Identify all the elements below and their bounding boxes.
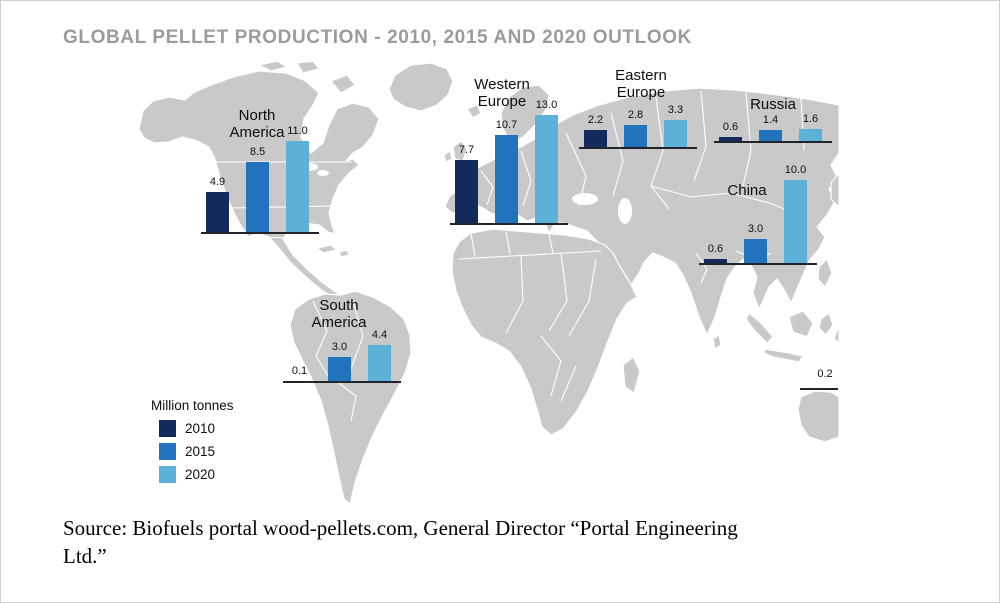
bar-value-2015-eastern-europe: 2.8 — [627, 109, 644, 121]
baseline-russia — [714, 141, 832, 143]
legend-swatch-2010 — [159, 420, 176, 437]
bar-2015-russia — [759, 130, 782, 142]
legend-label-2020: 2020 — [185, 467, 216, 482]
bar-2010-north-america — [206, 192, 229, 233]
bar-2010-western-europe — [455, 160, 478, 224]
bar-2015-western-europe — [495, 135, 518, 224]
bar-value-2010-russia: 0.6 — [722, 121, 739, 133]
bar-value-2010-western-europe: 7.7 — [458, 144, 475, 156]
legend-label-2010: 2010 — [185, 421, 216, 436]
bar-value-2015-western-europe: 10.7 — [495, 119, 518, 131]
map-annotation-label: 0.2 — [817, 368, 833, 380]
baseline-south-america — [283, 381, 401, 383]
bar-value-2010-north-america: 4.9 — [209, 176, 226, 188]
bar-value-2020-russia: 1.6 — [802, 113, 819, 125]
legend-title: Million tonnes — [151, 398, 234, 413]
bar-value-2010-eastern-europe: 2.2 — [587, 114, 604, 126]
chart-title: GLOBAL PELLET PRODUCTION - 2010, 2015 AN… — [63, 27, 692, 48]
legend-swatch-2020 — [159, 466, 176, 483]
bar-2020-north-america — [286, 141, 309, 233]
bar-2010-eastern-europe — [584, 130, 607, 148]
legend: Million tonnes 2010 2015 2020 — [151, 398, 234, 489]
map-south-america — [289, 290, 412, 505]
bar-value-2020-south-america: 4.4 — [371, 329, 388, 341]
map-greenland — [388, 62, 454, 112]
bar-value-2010-south-america: 0.1 — [291, 365, 308, 377]
source-text: Source: Biofuels portal wood-pellets.com… — [63, 514, 738, 570]
bar-value-2020-western-europe: 13.0 — [535, 99, 558, 111]
bar-2015-eastern-europe — [624, 125, 647, 148]
map-africa — [451, 228, 638, 436]
baseline-eastern-europe — [579, 147, 697, 149]
bar-value-2020-north-america: 11.0 — [287, 125, 308, 137]
bar-2010-china — [704, 259, 727, 264]
bar-2015-china — [744, 239, 767, 264]
source-line-1: Source: Biofuels portal wood-pellets.com… — [63, 516, 738, 540]
bar-2020-western-europe — [535, 115, 558, 224]
map-australia — [797, 390, 840, 443]
bar-value-2020-china: 10.0 — [784, 164, 807, 176]
bar-value-2015-russia: 1.4 — [762, 114, 779, 126]
source-line-2: Ltd.” — [63, 544, 107, 568]
legend-item-2010: 2010 — [159, 420, 234, 437]
bar-2010-russia — [719, 137, 742, 142]
bar-2020-russia — [799, 129, 822, 142]
bar-value-2015-north-america: 8.5 — [249, 146, 266, 158]
region-label-south-america: South America — [311, 297, 367, 331]
region-label-western-europe: Western Europe — [474, 76, 530, 110]
legend-swatch-2015 — [159, 443, 176, 460]
baseline-north-america — [201, 232, 319, 234]
bar-2020-china — [784, 180, 807, 264]
legend-item-2020: 2020 — [159, 466, 234, 483]
bar-2015-south-america — [328, 357, 351, 382]
bar-2015-north-america — [246, 162, 269, 233]
map-annotation-baseline — [800, 388, 838, 390]
region-label-russia: Russia — [750, 96, 796, 113]
region-label-china: China — [727, 182, 767, 199]
region-label-eastern-europe: Eastern Europe — [615, 67, 667, 101]
baseline-china — [699, 263, 817, 265]
baseline-western-europe — [450, 223, 568, 225]
legend-label-2015: 2015 — [185, 444, 216, 459]
legend-item-2015: 2015 — [159, 443, 234, 460]
bar-value-2020-eastern-europe: 3.3 — [667, 104, 684, 116]
bar-value-2015-south-america: 3.0 — [331, 341, 348, 353]
map-scandinavia — [500, 84, 550, 144]
bar-2020-south-america — [368, 345, 391, 382]
bar-value-2015-china: 3.0 — [747, 223, 764, 235]
bar-2020-eastern-europe — [664, 120, 687, 148]
bar-value-2010-china: 0.6 — [707, 243, 724, 255]
region-label-north-america: North America — [229, 107, 285, 141]
